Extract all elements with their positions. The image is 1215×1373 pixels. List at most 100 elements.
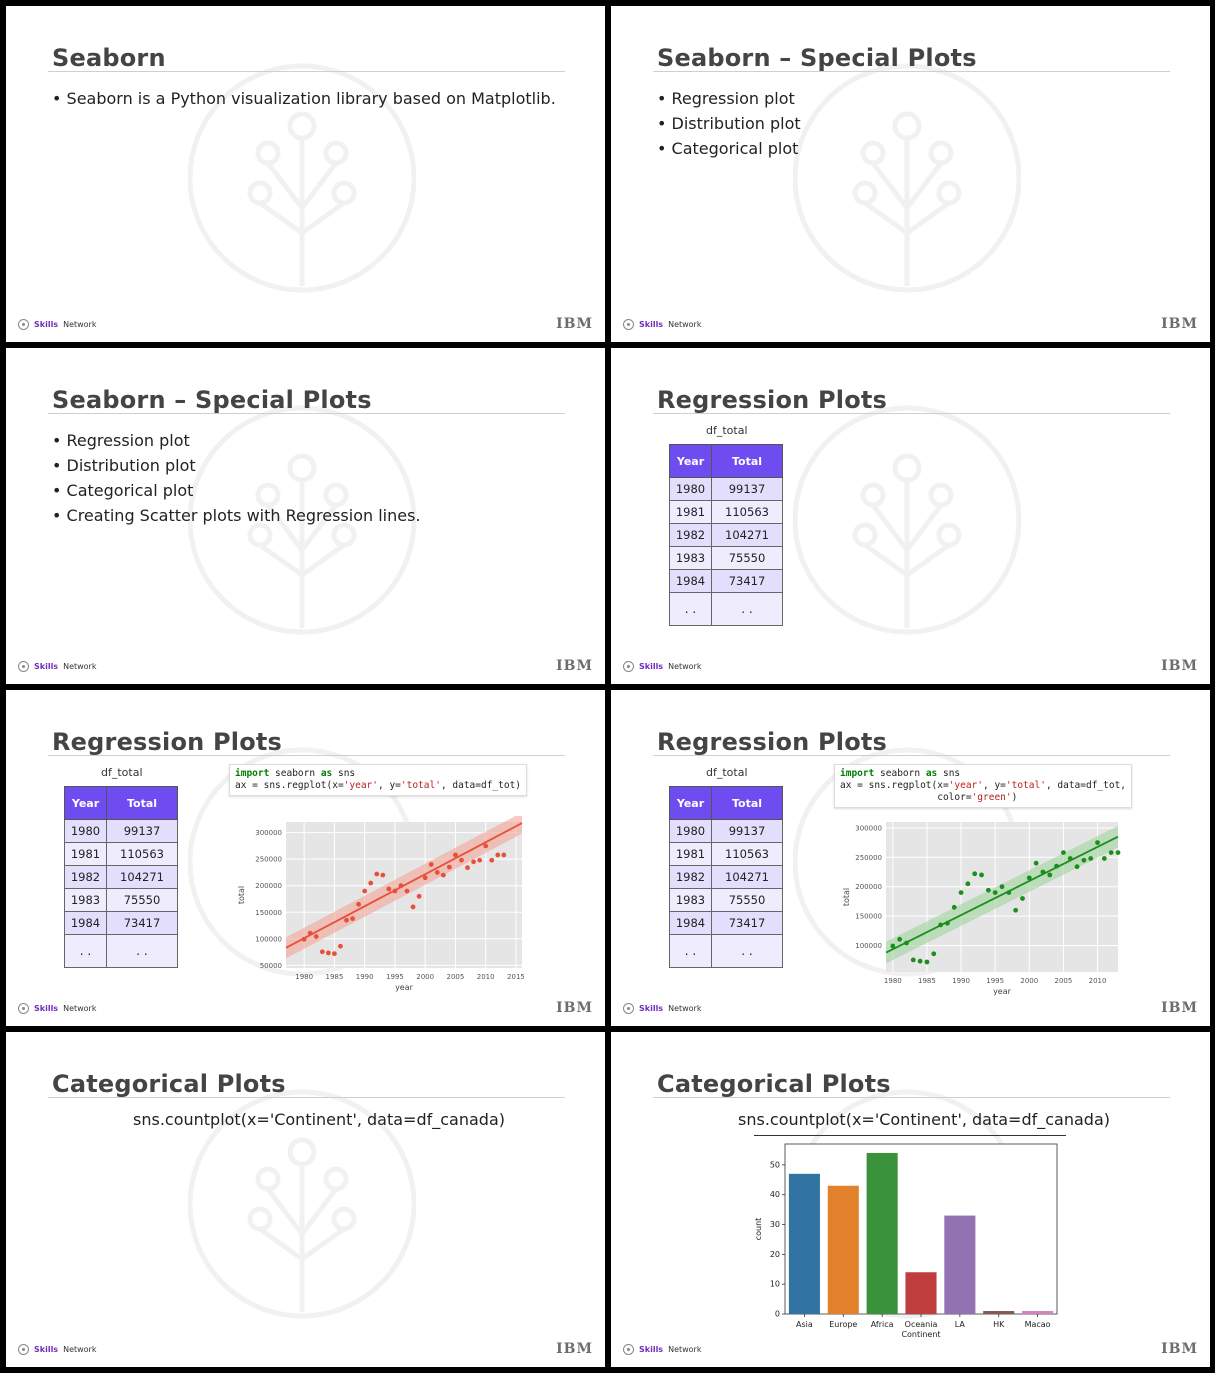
bar-hk: [983, 1311, 1015, 1314]
code-underline: [754, 1135, 1066, 1136]
bullet-item: Creating Scatter plots with Regression l…: [52, 503, 421, 528]
table-caption: df_total: [101, 766, 143, 779]
x-tick-label: 2005: [1054, 977, 1072, 985]
slide-8: Categorical Plots sns.countplot(x='Conti…: [611, 1032, 1210, 1367]
slide-title: Regression Plots: [657, 386, 888, 414]
data-point: [428, 862, 434, 867]
data-point: [1013, 907, 1019, 913]
data-point: [1020, 896, 1025, 901]
data-point: [1026, 875, 1032, 881]
confidence-band: [286, 816, 522, 959]
x-axis-label: Continent: [901, 1330, 940, 1339]
column-header: Total: [711, 444, 783, 478]
bullet-item: Regression plot: [52, 428, 421, 453]
table-row: 1983 75550: [64, 888, 178, 912]
table-row: 1982 104271: [669, 865, 783, 889]
y-tick-label: 20: [770, 1250, 780, 1259]
regression-plot-green: 1980 1985 1990 1995 2000 2005 2010 100000 150000…: [842, 822, 1121, 996]
slide-4: Regression Plots df_total Year Total 1980…: [611, 348, 1210, 684]
data-point: [338, 943, 343, 949]
y-tick-label: 300000: [855, 824, 882, 832]
regression-line: [285, 822, 523, 949]
table-row: 1981 110563: [64, 842, 178, 866]
x-tick-label: 1995: [386, 973, 404, 981]
x-tick-label: Asia: [796, 1320, 813, 1329]
x-axis-label: year: [993, 987, 1012, 996]
slide-title: Regression Plots: [52, 728, 283, 756]
bar-la: [944, 1215, 976, 1314]
data-point: [965, 881, 971, 887]
table-row-ellipsis: . .. .: [669, 934, 783, 968]
table-row: 1980 99137: [669, 819, 783, 843]
data-point: [1047, 872, 1053, 878]
slide-title: Seaborn: [52, 44, 166, 72]
y-axis-label: total: [237, 886, 246, 904]
skills-network-logo: Skills Network: [18, 319, 96, 330]
y-tick-label: 150000: [855, 913, 882, 921]
data-point: [1108, 850, 1114, 855]
table-row: 1981 110563: [669, 500, 783, 524]
data-point: [1033, 860, 1039, 866]
data-point: [319, 949, 325, 955]
data-point: [313, 934, 319, 939]
skills-network-logo: Skills Network: [18, 1003, 96, 1014]
ibm-logo: IBM: [1161, 1341, 1198, 1357]
data-point: [972, 871, 978, 877]
title-rule: [653, 71, 1170, 72]
ibm-logo: IBM: [556, 658, 593, 674]
skills-network-logo: Skills Network: [18, 661, 96, 672]
data-point: [410, 904, 416, 910]
bullet-item: Regression plot: [657, 86, 801, 111]
bullet-item: Categorical plot: [657, 136, 801, 161]
y-axis-label: count: [754, 1218, 763, 1241]
skills-network-icon: [18, 1344, 29, 1355]
bullet-list: Regression plot Distribution plot Catego…: [657, 86, 801, 161]
y-tick-label: 200000: [255, 882, 282, 890]
table-row: 1984 73417: [64, 911, 178, 935]
data-point: [416, 893, 422, 899]
watermark-tree-icon: [793, 63, 1021, 293]
table-row: 1980 99137: [669, 477, 783, 501]
bar-africa: [866, 1152, 898, 1314]
data-point: [380, 872, 386, 878]
bar-asia: [788, 1173, 820, 1314]
data-point: [985, 887, 991, 893]
data-point: [1081, 857, 1087, 863]
data-point: [501, 852, 507, 858]
data-point: [1061, 850, 1066, 855]
data-point: [495, 852, 501, 858]
data-point: [368, 880, 374, 886]
countplot-code: sns.countplot(x='Continent', data=df_can…: [133, 1110, 505, 1129]
data-point: [471, 859, 476, 865]
regression-line: [885, 835, 1119, 954]
regression-plot-red: 1980 1985 1990 1995 2000 2005 2010 2015 50000 100…: [237, 816, 524, 992]
bar-macao: [1022, 1311, 1054, 1314]
df-total-table: Year Total 1980 99137 1981 110563 1982 10427…: [669, 786, 783, 968]
table-row-ellipsis: . .. .: [64, 934, 178, 968]
data-point: [374, 871, 380, 877]
slide-6: Regression Plots df_total Year Total 1980…: [611, 690, 1210, 1026]
data-point: [440, 872, 446, 878]
bullet-list: Seaborn is a Python visualization librar…: [52, 86, 556, 111]
data-point: [917, 958, 923, 964]
skills-network-logo: Skills Network: [623, 319, 701, 330]
y-tick-label: 50: [770, 1160, 780, 1169]
column-header: Total: [106, 786, 178, 820]
skills-network-icon: [623, 319, 634, 330]
watermark-tree-icon: [793, 405, 1021, 635]
data-point: [992, 890, 998, 895]
data-point: [999, 884, 1005, 890]
data-point: [1101, 856, 1107, 861]
bullet-item: Distribution plot: [52, 453, 421, 478]
code-snippet: import seaborn as sns ax = sns.regplot(x…: [229, 764, 528, 796]
title-rule: [653, 1097, 1170, 1098]
data-point: [931, 951, 937, 957]
column-header: Total: [711, 786, 783, 820]
slide-2: Seaborn – Special Plots Regression plot …: [611, 6, 1210, 342]
title-rule: [653, 413, 1170, 414]
x-tick-label: 1980: [295, 973, 313, 981]
title-rule: [48, 71, 565, 72]
y-tick-label: 10: [770, 1280, 780, 1289]
skills-network-logo: Skills Network: [623, 1003, 701, 1014]
column-header: Year: [669, 444, 712, 478]
